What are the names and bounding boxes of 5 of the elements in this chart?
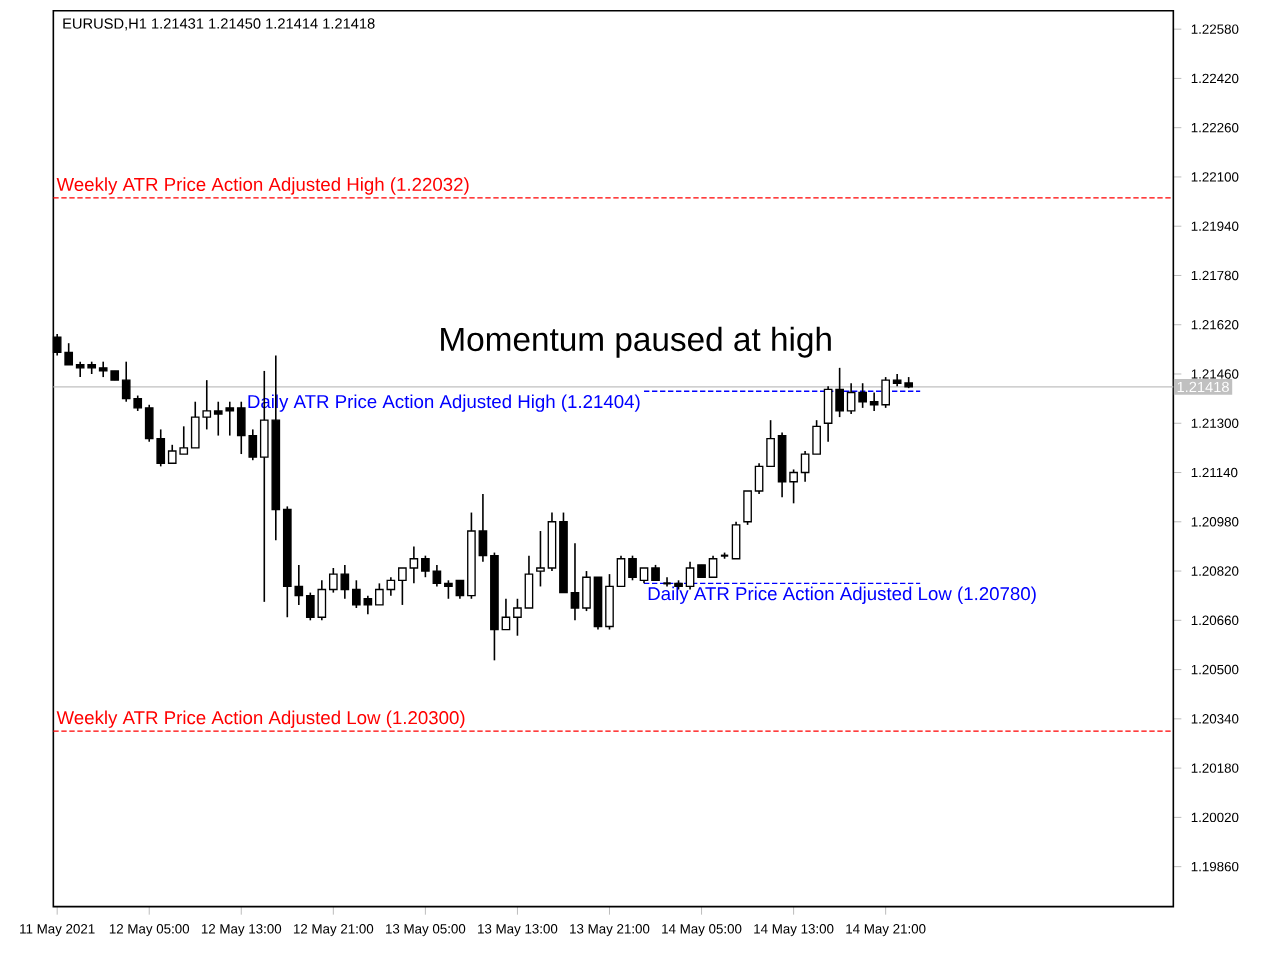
annotation: Momentum paused at high	[441, 326, 831, 358]
ref-line-label: Weekly ATR Price Action Adjusted Low (1.20300)	[56, 710, 465, 728]
series-label: Daily ATR Price Action Adjusted Low (1.20780)	[648, 586, 1036, 604]
ref-line-label: Weekly ATR Price Action Adjusted High (1.22032)	[56, 177, 469, 195]
candlestick	[731, 520, 741, 560]
